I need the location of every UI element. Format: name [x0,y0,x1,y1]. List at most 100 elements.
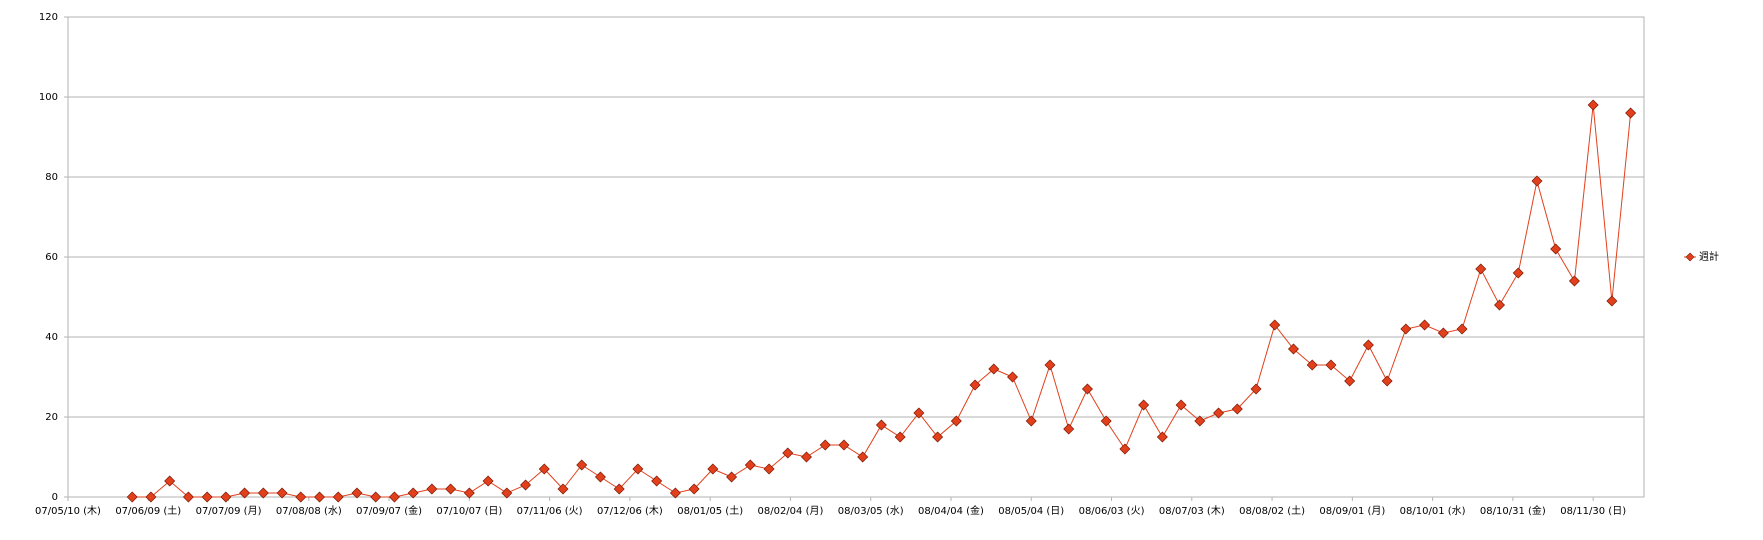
y-tick-label: 120 [39,12,58,23]
x-tick-label: 08/04/04 (金) [918,504,984,517]
data-point [894,431,906,443]
x-tick-label: 08/10/31 (金) [1480,504,1546,517]
data-point [220,491,232,503]
data-point [651,475,663,487]
data-point [1306,359,1318,371]
x-tick-label: 07/11/06 (火) [517,505,583,517]
data-point [1025,415,1037,427]
data-point [257,487,269,499]
data-point [1007,371,1019,383]
data-point [1250,383,1262,395]
data-point [501,487,513,499]
data-point [351,487,363,499]
data-point [1494,299,1506,311]
x-tick-label: 08/02/04 (月) [757,505,823,517]
data-point [1269,319,1281,331]
legend-marker [1685,252,1695,262]
data-point [669,487,681,499]
data-point [1044,359,1056,371]
data-point [1606,295,1618,307]
y-tick-label: 0 [52,492,58,503]
data-point [1175,399,1187,411]
data-point [1063,423,1075,435]
data-point [295,491,307,503]
data-point [1325,359,1337,371]
data-point [463,487,475,499]
data-point [332,491,344,503]
data-point [520,479,532,491]
data-point [782,447,794,459]
data-point [1512,267,1524,279]
data-point [1456,323,1468,335]
x-tick-label: 07/09/07 (金) [356,504,422,517]
data-point [1568,275,1580,287]
data-point [1156,431,1168,443]
x-tick-label: 08/07/03 (木) [1159,505,1225,517]
data-point [1100,415,1112,427]
x-tick-label: 07/07/09 (月) [196,505,262,517]
data-point [988,363,1000,375]
data-point [314,491,326,503]
x-tick-label: 08/03/05 (水) [838,505,904,517]
series-line [132,104,1632,498]
data-point [145,491,157,503]
x-tick-label: 07/05/10 (木) [35,505,101,517]
data-point [1400,323,1412,335]
data-point [632,463,644,475]
data-point [819,439,831,451]
data-point [1194,415,1206,427]
data-point [1437,327,1449,339]
x-tick-label: 07/10/07 (日) [436,506,502,517]
plot-border [67,16,1645,498]
x-tick-label: 07/06/09 (土) [115,504,181,517]
x-tick-label: 07/12/06 (木) [597,505,663,517]
x-tick-label: 08/10/01 (水) [1400,505,1466,517]
x-tick-label: 08/06/03 (火) [1079,505,1145,517]
data-point [1287,343,1299,355]
data-point [182,491,194,503]
data-point [744,459,756,471]
data-point [407,487,419,499]
data-point [1587,99,1599,111]
data-point [1475,263,1487,275]
data-point [201,491,213,503]
y-tick-label: 20 [45,412,58,423]
data-point [276,487,288,499]
data-point [482,475,494,487]
x-tick-label: 08/08/02 (土) [1239,504,1305,517]
data-point [1381,375,1393,387]
y-tick-label: 80 [45,172,58,183]
y-tick-label: 60 [45,252,58,263]
x-tick-label: 08/01/05 (土) [677,504,743,517]
data-point [426,483,438,495]
data-point [1344,375,1356,387]
data-point [913,407,925,419]
data-point [1119,443,1131,455]
data-point [763,463,775,475]
data-point [1362,339,1374,351]
data-point [538,463,550,475]
data-point [1531,175,1543,187]
data-point [950,415,962,427]
data-point [1081,383,1093,395]
data-point [164,475,176,487]
data-point [1231,403,1243,415]
data-point [239,487,251,499]
data-point [445,483,457,495]
data-point [613,483,625,495]
legend-label: 週計 [1699,250,1719,263]
y-tick-label: 40 [45,332,58,343]
data-point [1138,399,1150,411]
data-point [557,483,569,495]
data-point [370,491,382,503]
data-point [801,451,812,463]
data-point [576,459,588,471]
x-tick-label: 08/09/01 (月) [1319,505,1385,517]
data-point [707,463,719,475]
x-tick-label: 08/05/04 (日) [998,506,1064,517]
data-point [388,491,400,503]
data-point [726,471,738,483]
x-tick-label: 08/11/30 (日) [1560,506,1626,517]
